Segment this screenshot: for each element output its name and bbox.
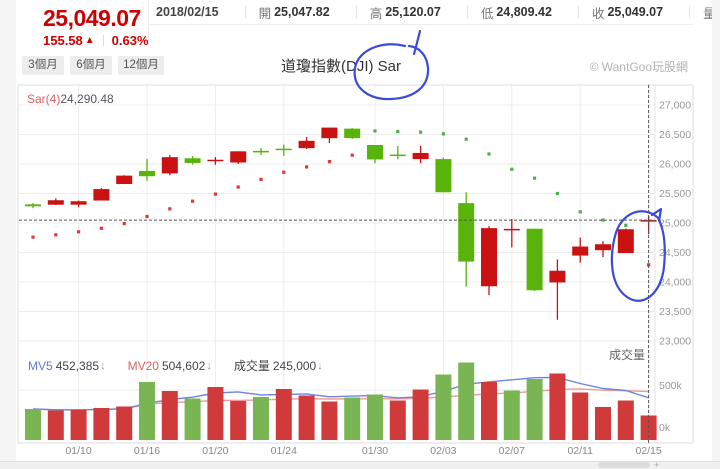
mv5-legend: MV5 452,385 ↓ [28,357,106,374]
divider [148,0,149,46]
low-field: 低 24,809.42 [441,3,552,22]
svg-text:23,500: 23,500 [659,306,691,318]
svg-text:24,000: 24,000 [659,277,691,289]
turnover-legend: 成交量 245,000 ↓ [234,357,323,374]
turnover-value: 245,000 [272,358,317,373]
range-navigator-strip[interactable] [0,461,720,469]
open-field: 開 25,047.82 [219,3,330,22]
svg-text:27,000: 27,000 [659,100,691,112]
sar-legend: Sar(4)24,290.48 [27,92,114,106]
range-button-6m[interactable]: 6個月 [70,56,112,75]
turnover-label: 成交量 [233,359,270,373]
plus-icon: + [654,460,660,469]
low-value: 24,809.42 [496,5,552,19]
svg-text:25,000: 25,000 [659,218,691,230]
page-gutter [0,0,16,469]
high-value: 25,120.07 [385,5,441,19]
svg-text:02/07: 02/07 [499,445,525,457]
svg-text:01/20: 01/20 [202,445,228,457]
svg-text:01/10: 01/10 [65,445,91,457]
svg-text:01/30: 01/30 [362,445,388,457]
high-label: 高 [369,6,383,21]
mv20-legend: MV20 504,602 ↓ [128,357,212,374]
svg-text:25,500: 25,500 [659,188,691,200]
range-button-3m[interactable]: 3個月 [22,56,64,75]
svg-text:23,000: 23,000 [659,336,691,348]
down-arrow-icon: ↓ [317,359,323,372]
svg-text:01/24: 01/24 [271,445,297,457]
page-gutter [712,0,720,469]
mv5-label: MV5 [28,358,53,373]
low-label: 低 [480,6,494,21]
up-triangle-icon: ▲ [84,35,95,46]
volume-legend: MV5 452,385 ↓ MV20 504,602 ↓ 成交量 245,000… [28,357,345,374]
svg-text:24,500: 24,500 [659,247,691,259]
svg-text:02/11: 02/11 [567,445,593,457]
divider [689,6,691,18]
down-arrow-icon: ↓ [100,359,106,372]
divider [148,24,693,25]
svg-text:26,000: 26,000 [659,159,691,171]
change-percent: 0.63% [111,33,149,48]
open-value: 25,047.82 [274,5,330,19]
change-value: 155.58 [43,33,83,48]
mv20-value: 504,602 [161,358,206,373]
svg-text:0k: 0k [659,422,671,434]
range-button-12m[interactable]: 12個月 [118,56,164,75]
sar-indicator-label: Sar(4) [27,92,61,106]
open-label: 開 [258,6,272,21]
price-card: 25,049.07 155.58 ▲ 0.63% [16,0,149,48]
svg-text:02/15: 02/15 [635,445,661,457]
watermark: © WantGoo玩股網 [589,60,688,74]
close-value: 25,049.07 [607,5,664,19]
divider [577,6,579,18]
volume-pane-title: 成交量 [608,348,645,362]
down-arrow-icon: ↓ [206,359,212,372]
ohlc-summary-row: 2018/02/15 開 25,047.82 高 25,120.07 低 24,… [156,0,720,24]
chart-title: 道瓊指數(DJI) Sar [280,58,402,75]
svg-text:02/03: 02/03 [430,445,456,457]
close-field: 收 25,049.07 [552,3,663,22]
svg-text:26,500: 26,500 [659,129,691,141]
divider [466,6,468,18]
price-change-row: 155.58 ▲ 0.63% [43,33,149,48]
svg-text:500k: 500k [659,380,683,392]
mv20-label: MV20 [127,358,159,373]
divider [355,6,357,18]
high-field: 高 25,120.07 [330,3,441,22]
divider [244,6,246,18]
last-price: 25,049.07 [43,5,141,31]
svg-text:01/16: 01/16 [134,445,160,457]
navigator-preview [598,462,650,468]
divider [102,35,104,46]
sar-indicator-value: 24,290.48 [60,92,114,106]
trade-date: 2018/02/15 [156,5,219,19]
close-label: 收 [591,6,605,21]
mv5-value: 452,385 [55,358,100,373]
